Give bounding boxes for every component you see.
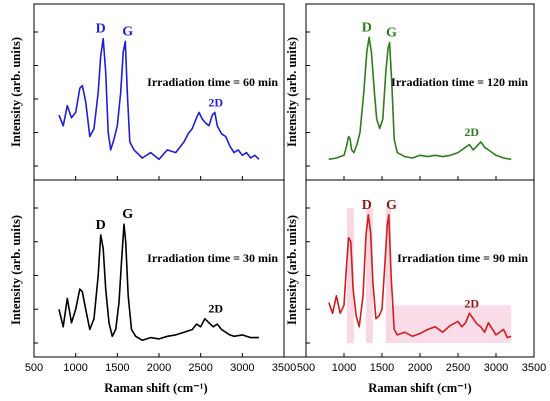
- x-tick-label: 3000: [484, 362, 508, 374]
- peak-label-g: G: [386, 26, 397, 41]
- x-tick-label: 3500: [272, 362, 296, 374]
- x-tick-label: 3000: [230, 362, 254, 374]
- x-tick-label: 2500: [188, 362, 212, 374]
- peak-label-g: G: [122, 24, 133, 39]
- peak-highlight: [385, 208, 392, 343]
- peak-label-2d: 2D: [464, 125, 479, 139]
- panel-frame: [305, 3, 535, 181]
- x-tick-label: 1000: [63, 362, 87, 374]
- panel-bottom-left: D G 2D Irradiation time = 30 min: [33, 179, 285, 358]
- peak-label-d: D: [362, 198, 372, 213]
- peak-highlight: [366, 208, 373, 343]
- spectrum-line: [58, 223, 259, 342]
- peak-label-d: D: [96, 22, 106, 37]
- spectrum-line: [328, 214, 512, 339]
- peak-label-d: D: [96, 218, 106, 233]
- x-tick-label: 2000: [408, 362, 432, 374]
- y-axis-title-top-right: Intensity (arb. units): [285, 37, 299, 147]
- spectrum-line: [58, 37, 260, 161]
- x-tick-label: 2500: [446, 362, 470, 374]
- x-tick-label: 3500: [522, 362, 546, 374]
- irradiation-label: Irradiation time = 60 min: [147, 75, 278, 89]
- y-axis-title-bottom: Intensity (arb. units): [9, 215, 23, 325]
- peak-highlight: [347, 208, 354, 343]
- peak-label-2d: 2D: [208, 302, 223, 316]
- y-axis-title-bottom-right: Intensity (arb. units): [285, 215, 299, 325]
- x-tick-label: 2000: [147, 362, 171, 374]
- peak-label-g: G: [122, 207, 133, 222]
- irradiation-label: Irradiation time = 30 min: [147, 251, 278, 265]
- panel-frame: [33, 179, 285, 358]
- peak-label-2d: 2D: [208, 95, 223, 109]
- irradiation-label: Irradiation time = 90 min: [397, 251, 528, 265]
- x-tick-labels: 500 1000 1500 2000 2500 3000 3500 500 1000 1500 20…: [25, 362, 546, 374]
- x-tick-label: 500: [297, 362, 315, 374]
- peak-label-d: D: [362, 20, 372, 35]
- spectrum-line: [328, 36, 512, 161]
- x-tick-label: 1500: [105, 362, 129, 374]
- x-tick-label: 1500: [370, 362, 394, 374]
- panel-bottom-right: D G 2D Irradiation time = 90 min: [305, 179, 535, 358]
- panel-top-left: D G 2D Irradiation time = 60 min: [33, 3, 285, 181]
- y-axis-title-top: Intensity (arb. units): [9, 37, 23, 147]
- peak-label-g: G: [386, 198, 397, 213]
- panel-top-right: D G 2D Irradiation time = 120 min: [305, 3, 535, 181]
- irradiation-label: Irradiation time = 120 min: [391, 75, 528, 89]
- x-axis-title-left: Raman shift (cm⁻¹): [104, 381, 207, 395]
- peak-label-2d: 2D: [464, 296, 479, 310]
- x-axis-title-right: Raman shift (cm⁻¹): [368, 381, 471, 395]
- x-tick-label: 500: [25, 362, 43, 374]
- x-tick-label: 1000: [332, 362, 356, 374]
